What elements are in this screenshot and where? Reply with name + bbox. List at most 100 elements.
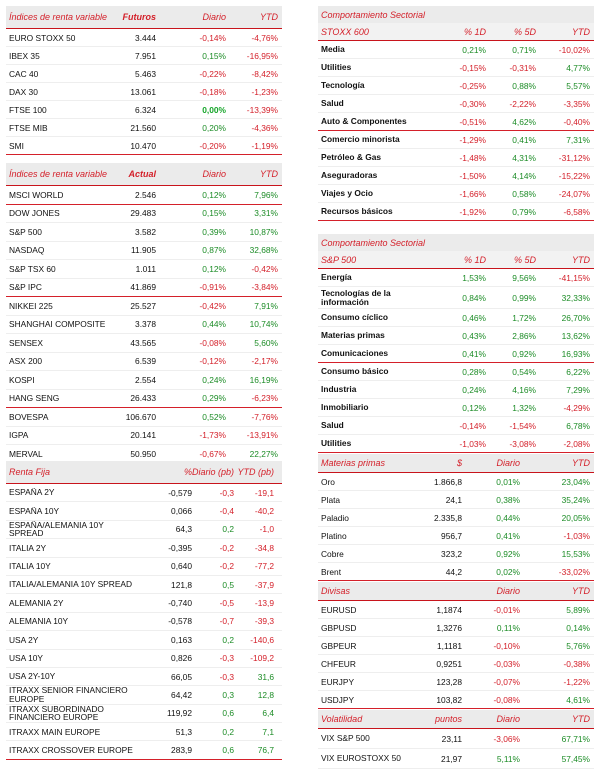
row-cell: 23,04% bbox=[561, 476, 590, 487]
row-cell: 6,78% bbox=[566, 420, 590, 431]
table-row: ITRAXX CROSSOVER EUROPE 283,9 0,6 76,7 bbox=[6, 741, 282, 760]
stoxx-title: Comportamiento Sectorial bbox=[318, 6, 594, 23]
row-label: SENSEX bbox=[9, 337, 43, 348]
row-cell: -0,4 bbox=[219, 506, 234, 517]
table-row: ITALIA 2Y -0,395 -0,2 -34,8 bbox=[6, 539, 282, 558]
materias-header: Materias primas $ Diario YTD bbox=[318, 454, 594, 473]
row-cell: 20.141 bbox=[130, 430, 156, 441]
row-cell: -16,95% bbox=[246, 50, 278, 61]
row-cell: 16,93% bbox=[561, 348, 590, 359]
row-cell: 0,14% bbox=[566, 622, 590, 633]
row-label: USA 2Y-10Y bbox=[9, 672, 56, 681]
row-cell: -0,42% bbox=[251, 263, 278, 274]
row-cell: 1.866,8 bbox=[434, 476, 462, 487]
row-cell: -3,84% bbox=[251, 282, 278, 293]
row-cell: 0,00% bbox=[202, 104, 226, 115]
row-cell: 50.950 bbox=[130, 448, 156, 459]
row-cell: -0,01% bbox=[493, 604, 520, 615]
table-row: Tecnología -0,25% 0,88% 5,57% bbox=[318, 77, 594, 95]
row-cell: 0,3 bbox=[222, 689, 234, 700]
actual-header: Índices de renta variable Actual Diario … bbox=[6, 163, 282, 186]
renta-fija-header-ytd: YTD (pb) bbox=[237, 466, 274, 477]
row-cell: 67,71% bbox=[561, 733, 590, 744]
table-row: ASX 200 6.539 -0,12% -2,17% bbox=[6, 353, 282, 371]
row-cell: 4,14% bbox=[512, 170, 536, 181]
actual-header-value: Actual bbox=[128, 169, 156, 179]
table-row: S&P 500 3.582 0,39% 10,87% bbox=[6, 223, 282, 242]
row-cell: -0,30% bbox=[459, 98, 486, 109]
row-label: Platino bbox=[321, 530, 347, 541]
row-cell: 0,54% bbox=[512, 366, 536, 377]
row-cell: 3.378 bbox=[135, 319, 156, 330]
row-label: KOSPI bbox=[9, 374, 35, 385]
row-label: CHFEUR bbox=[321, 658, 356, 669]
row-cell: 24,1 bbox=[445, 494, 462, 505]
row-cell: 0,41% bbox=[496, 530, 520, 541]
divisas-panel: Divisas Diario YTD EURUSD 1,1874 -0,01% 5,8… bbox=[318, 582, 594, 709]
volatilidad-panel: Volatilidad puntos Diario YTD VIX S&P 50… bbox=[318, 710, 594, 769]
row-cell: -0,579 bbox=[168, 487, 192, 498]
row-cell: -15,22% bbox=[558, 170, 590, 181]
table-row: ESPAÑA 2Y -0,579 -0,3 -19,1 bbox=[6, 484, 282, 503]
row-cell: 32,33% bbox=[561, 292, 590, 303]
row-cell: 66,05 bbox=[171, 671, 192, 682]
row-cell: 2.546 bbox=[135, 189, 156, 200]
row-label: ITALIA 10Y bbox=[9, 562, 51, 571]
row-label: GBPUSD bbox=[321, 622, 357, 633]
row-label: Plata bbox=[321, 494, 341, 505]
row-cell: -1,03% bbox=[459, 438, 486, 449]
row-cell: 0,21% bbox=[462, 44, 486, 55]
row-cell: 29.483 bbox=[130, 208, 156, 219]
row-label: Media bbox=[321, 45, 345, 54]
row-cell: -1,23% bbox=[251, 86, 278, 97]
row-cell: 16,19% bbox=[249, 374, 278, 385]
row-cell: 0,71% bbox=[512, 44, 536, 55]
row-cell: 0,41% bbox=[462, 348, 486, 359]
row-cell: 7,96% bbox=[254, 189, 278, 200]
table-row: BOVESPA 106.670 0,52% -7,76% bbox=[6, 408, 282, 427]
futuros-header-daily: Diario bbox=[202, 12, 226, 22]
row-label: GBPEUR bbox=[321, 640, 357, 651]
row-cell: 1.011 bbox=[135, 263, 156, 274]
row-cell: 1,1181 bbox=[437, 640, 462, 651]
row-label: ITRAXX CROSSOVER EUROPE bbox=[9, 745, 133, 755]
row-cell: -0,07% bbox=[493, 676, 520, 687]
table-row: Consumo básico 0,28% 0,54% 6,22% bbox=[318, 363, 594, 381]
sp500-body: Energía 1,53% 9,56% -41,15% Tecnologías de l… bbox=[318, 269, 594, 453]
row-cell: -0,14% bbox=[199, 32, 226, 43]
row-cell: 0,24% bbox=[462, 384, 486, 395]
row-cell: -19,1 bbox=[254, 487, 274, 498]
row-cell: -0,3 bbox=[219, 671, 234, 682]
row-label: BOVESPA bbox=[9, 411, 49, 422]
row-cell: 35,24% bbox=[561, 494, 590, 505]
row-cell: 0,6 bbox=[222, 708, 234, 719]
row-cell: 0,88% bbox=[512, 80, 536, 91]
row-cell: 7,1 bbox=[262, 726, 274, 737]
row-cell: -39,3 bbox=[254, 616, 274, 627]
row-cell: -0,08% bbox=[199, 337, 226, 348]
volatilidad-header-daily: Diario bbox=[496, 714, 520, 724]
table-row: SENSEX 43.565 -0,08% 5,60% bbox=[6, 334, 282, 353]
row-label: NIKKEI 225 bbox=[9, 300, 53, 311]
table-row: Salud -0,30% -2,22% -3,35% bbox=[318, 95, 594, 113]
row-cell: 0,84% bbox=[462, 292, 486, 303]
row-cell: 32,68% bbox=[249, 245, 278, 256]
row-cell: -3,06% bbox=[493, 733, 520, 744]
table-row: Brent 44,2 0,02% -33,02% bbox=[318, 563, 594, 581]
row-label: Industria bbox=[321, 385, 357, 394]
row-label: FTSE 100 bbox=[9, 104, 47, 115]
row-cell: 0,2 bbox=[222, 726, 234, 737]
row-cell: -0,2 bbox=[219, 561, 234, 572]
row-cell: 13,62% bbox=[561, 330, 590, 341]
row-cell: 43.565 bbox=[130, 337, 156, 348]
row-cell: -4,29% bbox=[563, 402, 590, 413]
table-row: ALEMANIA 2Y -0,740 -0,5 -13,9 bbox=[6, 594, 282, 613]
row-label: USA 2Y bbox=[9, 635, 39, 645]
row-cell: 64,42 bbox=[171, 689, 192, 700]
row-cell: 0,79% bbox=[512, 206, 536, 217]
row-label: Brent bbox=[321, 566, 342, 577]
table-row: ITALIA/ALEMANIA 10Y SPREAD 121,8 0,5 -37,9 bbox=[6, 576, 282, 595]
table-row: ITRAXX MAIN EUROPE 51,3 0,2 7,1 bbox=[6, 723, 282, 742]
row-cell: -1,50% bbox=[459, 170, 486, 181]
row-cell: -10,02% bbox=[558, 44, 590, 55]
